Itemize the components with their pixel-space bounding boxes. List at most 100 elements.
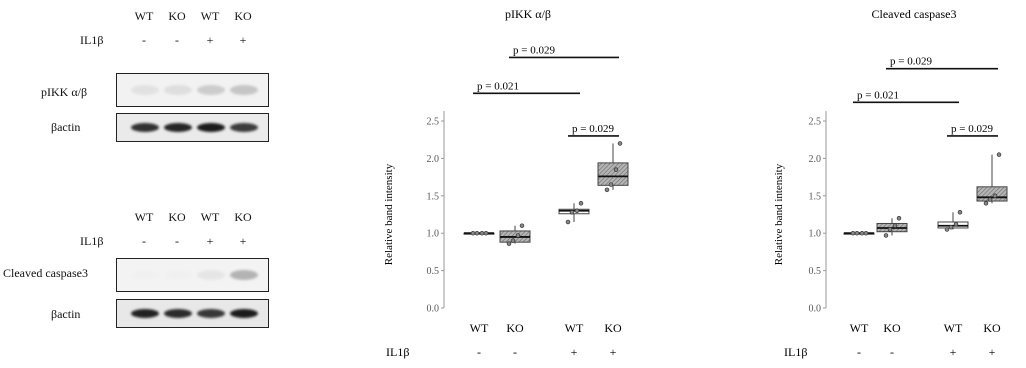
significance-label: p = 0.029 xyxy=(513,44,555,56)
data-point xyxy=(510,238,516,243)
treatment-label: IL1β xyxy=(784,345,807,359)
blot-band xyxy=(197,270,225,280)
y-tick-label: 0.0 xyxy=(809,304,822,315)
data-point xyxy=(578,201,584,206)
y-tick-label: 0.0 xyxy=(427,304,440,315)
significance-label: p = 0.029 xyxy=(951,123,993,135)
data-point xyxy=(944,227,950,232)
treatment-sign: + xyxy=(610,345,617,359)
significance-label: p = 0.021 xyxy=(477,80,519,92)
data-point xyxy=(987,197,993,202)
y-axis-label: Relative band intensity xyxy=(773,163,785,265)
y-tick-label: 0.5 xyxy=(427,266,440,277)
data-point xyxy=(604,187,610,193)
data-point xyxy=(859,230,865,236)
boxplot-pikk: pIKK α/β 0.0 0.5 1.0 1.5 2.0 2.5 Relative band … xyxy=(383,7,629,359)
data-point xyxy=(948,224,954,230)
treatment-label: IL1β xyxy=(80,33,104,47)
data-point xyxy=(565,219,571,225)
data-point xyxy=(617,141,623,146)
blot-strip-caspase3 xyxy=(116,258,269,292)
x-category-label: KO xyxy=(604,321,622,335)
data-point xyxy=(863,230,869,236)
lane-treatment: - xyxy=(175,33,179,47)
blot-band xyxy=(230,85,258,95)
data-point xyxy=(983,201,989,206)
x-category-label: WT xyxy=(565,321,584,335)
treatment-sign: + xyxy=(571,345,578,359)
significance-label: p = 0.029 xyxy=(572,123,614,135)
data-point xyxy=(957,210,963,215)
data-point xyxy=(474,230,480,236)
treatment-label: IL1β xyxy=(386,345,409,359)
blot-row-label: βactin xyxy=(51,120,81,134)
blot-band xyxy=(164,123,192,132)
data-point xyxy=(883,233,889,238)
blot-band xyxy=(164,309,192,318)
significance-label: p = 0.021 xyxy=(857,89,899,101)
data-point xyxy=(470,230,476,236)
lane-genotype: KO xyxy=(168,9,186,23)
blot-band xyxy=(164,85,192,95)
data-point xyxy=(992,193,998,199)
data-point xyxy=(996,152,1002,157)
treatment-label: IL1β xyxy=(80,234,104,248)
data-point xyxy=(479,230,485,236)
lane-genotype: KO xyxy=(234,210,252,224)
lane-genotype: WT xyxy=(134,210,154,224)
data-point xyxy=(850,230,856,236)
x-category-label: WT xyxy=(944,321,963,335)
data-point xyxy=(515,233,521,238)
lane-treatment: + xyxy=(239,33,247,47)
blot-band xyxy=(230,123,258,132)
x-category-label: WT xyxy=(850,321,869,335)
lane-treatment: - xyxy=(175,234,179,248)
data-point xyxy=(953,221,959,227)
boxplot-caspase3: Cleaved caspase3 0.0 0.5 1.0 1.5 2.0 2.5 Relati… xyxy=(773,7,1008,359)
treatment-sign: - xyxy=(890,345,894,359)
y-tick-label: 2.0 xyxy=(427,154,440,165)
y-axis-label: Relative band intensity xyxy=(383,163,395,265)
lane-treatment: - xyxy=(142,33,146,47)
x-category-label: WT xyxy=(470,321,489,335)
data-point xyxy=(519,223,525,228)
blot-band xyxy=(230,270,258,280)
treatment-sign: - xyxy=(513,345,517,359)
data-point xyxy=(574,208,580,214)
blot-band xyxy=(197,85,225,95)
y-tick-label: 0.5 xyxy=(809,266,822,277)
x-category-label: KO xyxy=(983,321,1001,335)
chart-title: Cleaved caspase3 xyxy=(872,7,957,21)
x-category-label: KO xyxy=(506,321,524,335)
blot-strip-pikk xyxy=(116,73,269,107)
y-tick-label: 1.0 xyxy=(427,229,440,240)
treatment-sign: - xyxy=(857,345,861,359)
blot-row-label: Cleaved caspase3 xyxy=(3,266,88,280)
blot-band xyxy=(230,309,258,318)
lane-treatment: + xyxy=(206,234,214,248)
lane-treatment: + xyxy=(239,234,247,248)
y-tick-label: 1.0 xyxy=(809,229,822,240)
lane-genotype: WT xyxy=(200,9,220,23)
x-category-label: KO xyxy=(883,321,901,335)
lane-genotype: WT xyxy=(134,9,154,23)
blot-row-label: pIKK α/β xyxy=(41,85,88,99)
box xyxy=(597,162,629,186)
treatment-sign: + xyxy=(950,345,957,359)
data-point xyxy=(887,227,893,232)
y-tick-label: 2.5 xyxy=(427,117,440,128)
blot-band xyxy=(131,309,159,318)
blot-band xyxy=(131,85,159,95)
lane-genotype: KO xyxy=(168,210,186,224)
data-point xyxy=(569,210,575,215)
blot-band xyxy=(164,270,192,280)
lane-genotype: KO xyxy=(234,9,252,23)
blot-band xyxy=(131,270,159,280)
data-point xyxy=(896,215,902,221)
treatment-sign: + xyxy=(989,345,996,359)
y-tick-label: 1.5 xyxy=(809,191,822,202)
y-tick-label: 2.5 xyxy=(809,117,822,128)
lane-genotype: WT xyxy=(200,210,220,224)
blot-strip-actin xyxy=(116,113,269,142)
y-tick-label: 2.0 xyxy=(809,154,822,165)
